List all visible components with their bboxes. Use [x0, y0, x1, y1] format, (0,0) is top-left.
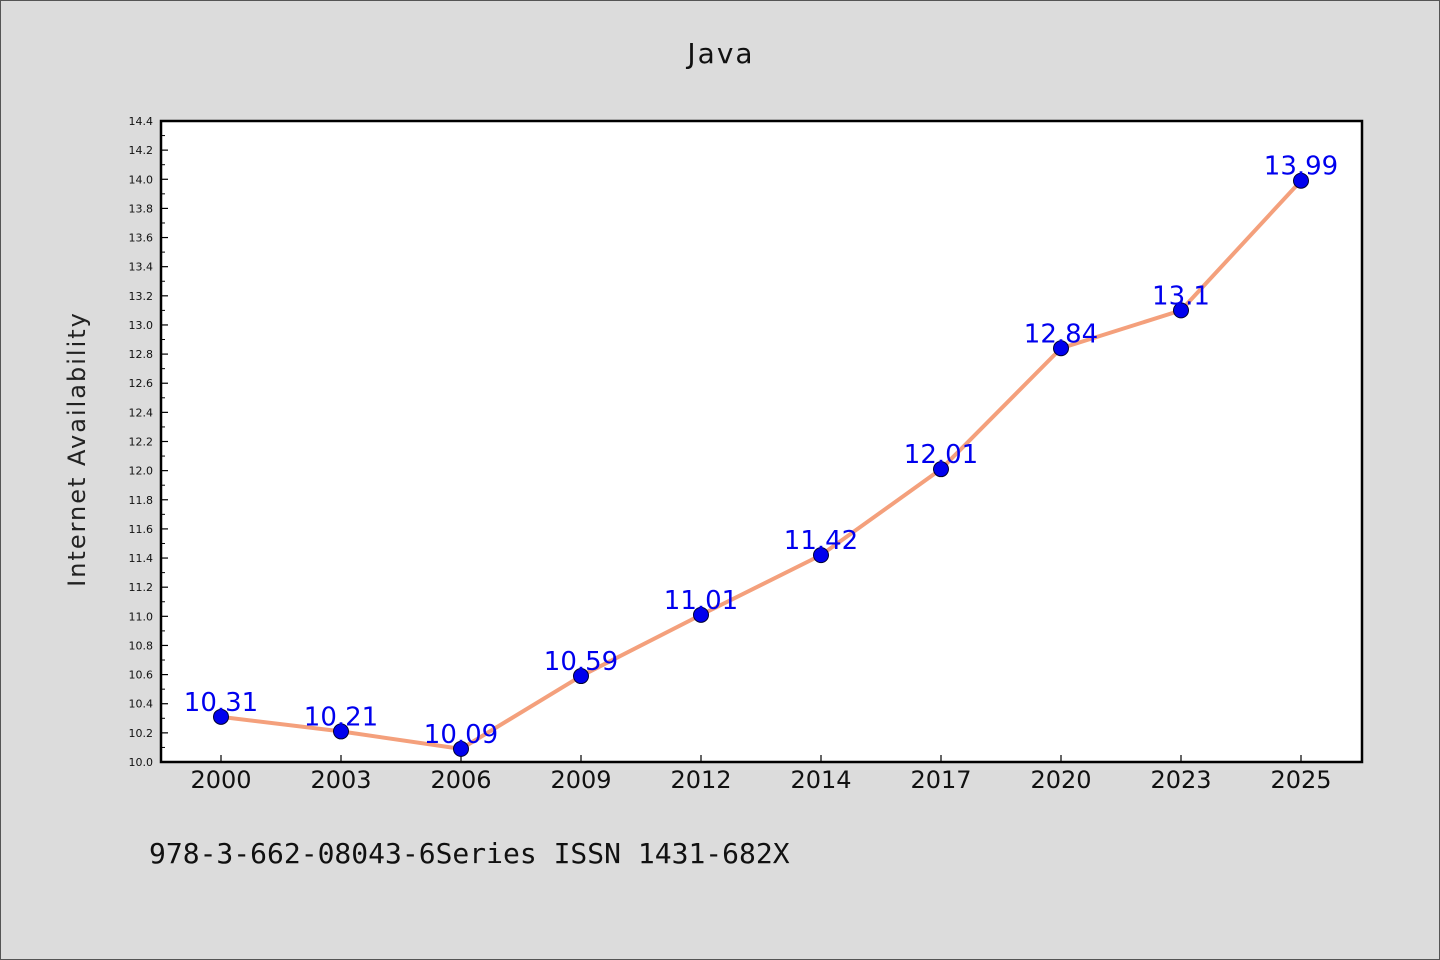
y-tick-label: 10.6: [129, 669, 154, 682]
x-tick-label: 2003: [310, 766, 371, 794]
y-tick-label: 11.0: [129, 610, 154, 623]
plot-border: [159, 119, 1364, 764]
data-point: [573, 668, 589, 685]
y-tick-label: 13.8: [129, 202, 154, 215]
data-label: 13.1: [1152, 281, 1210, 311]
y-tick-label: 10.0: [129, 756, 154, 769]
footnote: 978-3-662-08043-6Series ISSN 1431-682X: [149, 837, 790, 870]
data-label: 10.59: [544, 647, 618, 677]
y-tick-label: 13.2: [129, 290, 154, 303]
data-label: 10.21: [304, 702, 378, 732]
chart-title: Java: [687, 37, 755, 70]
data-point: [933, 461, 949, 478]
data-label: 12.84: [1024, 319, 1098, 349]
data-point: [453, 740, 469, 757]
data-point: [1293, 172, 1309, 189]
y-tick-label: 12.4: [129, 406, 154, 419]
y-tick-label: 11.8: [129, 494, 154, 507]
data-point: [213, 708, 229, 725]
data-label: 10.31: [184, 688, 258, 718]
y-tick-label: 14.0: [129, 173, 154, 186]
y-tick-label: 10.2: [129, 727, 154, 740]
x-tick-label: 2025: [1270, 766, 1331, 794]
y-axis: 10.0 10.2 10.4 10.6 10.8 11.0 11.2 11.4 11.6 11.8…: [129, 115, 168, 769]
y-tick-label: 10.4: [129, 698, 154, 711]
x-tick-label: 2006: [430, 766, 491, 794]
y-tick-label: 10.8: [129, 639, 154, 652]
y-tick-label: 11.2: [129, 581, 154, 594]
x-tick-label: 2000: [190, 766, 251, 794]
x-tick-label: 2020: [1030, 766, 1091, 794]
data-label: 10.09: [424, 720, 498, 750]
data-point: [693, 606, 709, 623]
y-tick-label: 12.0: [129, 465, 154, 478]
y-tick-label: 13.0: [129, 319, 154, 332]
x-tick-label: 2017: [910, 766, 971, 794]
x-tick-label: 2012: [670, 766, 731, 794]
data-point: [333, 723, 349, 740]
x-axis: 2000 2003 2006 2009 2012 2014 2017 2020 2023 2025: [190, 755, 1332, 794]
data-label: 12.01: [904, 440, 978, 470]
data-label: 11.01: [664, 586, 738, 616]
data-label: 11.42: [784, 526, 858, 556]
plot-area: [161, 121, 1362, 762]
data-point: [1173, 302, 1189, 319]
x-tick-label: 2009: [550, 766, 611, 794]
y-tick-label: 12.2: [129, 436, 154, 449]
x-tick-label: 2014: [790, 766, 851, 794]
data-label: 13.99: [1264, 152, 1338, 182]
y-tick-label: 12.6: [129, 377, 154, 390]
x-tick-label: 2023: [1150, 766, 1211, 794]
y-tick-label: 14.4: [129, 115, 154, 128]
series-line: [219, 178, 1303, 751]
y-tick-label: 11.6: [129, 523, 154, 536]
data-point: [813, 547, 829, 564]
y-tick-label: 11.4: [129, 552, 154, 565]
y-tick-label: 12.8: [129, 348, 154, 361]
y-tick-label: 13.4: [129, 261, 154, 274]
data-point: [1053, 340, 1069, 357]
series-group: 10.31 10.21 10.09 10.59 11.01 11.42 12.01 12.84…: [184, 152, 1338, 757]
y-tick-label: 14.2: [129, 144, 154, 157]
y-tick-label: 13.6: [129, 232, 154, 245]
